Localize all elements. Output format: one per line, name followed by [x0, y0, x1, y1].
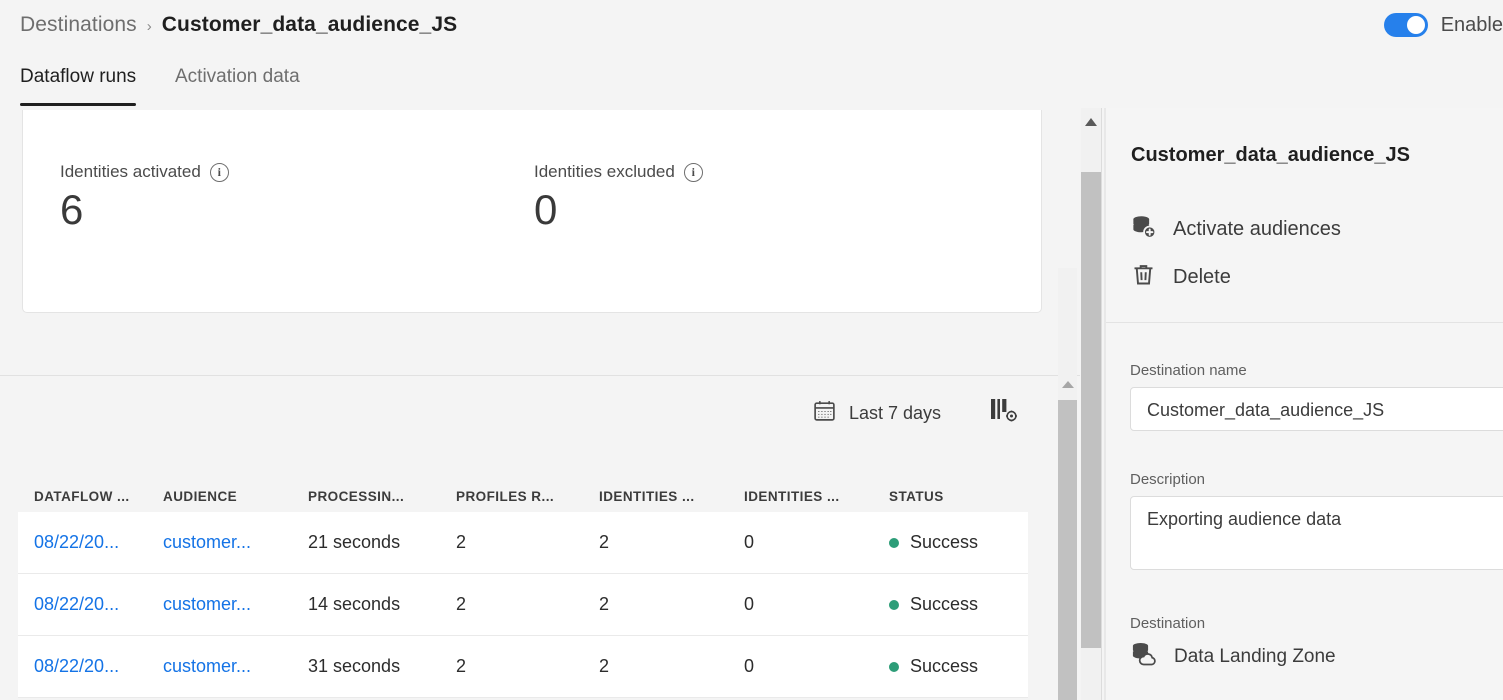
cell-processing-time: 14 seconds — [308, 594, 401, 614]
cell-dataflow-run-link[interactable]: 08/22/20... — [34, 594, 120, 614]
cell-identities-activated: 2 — [599, 656, 610, 676]
column-settings-icon[interactable] — [988, 396, 1018, 431]
scroll-up-arrow-icon[interactable] — [1061, 381, 1074, 388]
table-row[interactable]: 08/22/20... customer... 31 seconds 2 2 0… — [18, 636, 1028, 698]
column-header-dataflow-run[interactable]: DATAFLOW ... — [34, 489, 130, 504]
description-field: Description Exporting audience data — [1130, 471, 1503, 570]
calendar-icon — [812, 398, 837, 428]
cell-identities-activated: 2 — [599, 532, 610, 552]
cell-dataflow-run-link[interactable]: 08/22/20... — [34, 532, 120, 552]
metric-identities-activated: Identities activated i 6 — [60, 162, 229, 231]
status-dot-icon — [889, 599, 899, 610]
trash-icon — [1130, 261, 1157, 293]
status-badge: Success — [889, 532, 1014, 553]
cell-audience-link[interactable]: customer... — [163, 656, 252, 676]
status-label: Success — [910, 594, 979, 614]
status-dot-icon — [889, 661, 899, 672]
cell-profiles-received: 2 — [456, 656, 467, 676]
table-header-row: DATAFLOW ... AUDIENCE PROCESSIN... PROFI… — [18, 460, 1028, 512]
tab-dataflow-runs-label: Dataflow runs — [20, 66, 137, 87]
cell-identities-excluded: 0 — [744, 594, 755, 614]
status-badge: Success — [889, 594, 1014, 615]
info-icon[interactable]: i — [209, 162, 229, 182]
enable-toggle-label: Enable — [1440, 13, 1503, 36]
enable-toggle-group: Enable — [1383, 10, 1503, 40]
tab-activation-data-label: Activation data — [175, 66, 300, 87]
table-scrollbar[interactable] — [1058, 268, 1077, 700]
metric-identities-excluded-label: Identities excluded — [534, 162, 675, 181]
details-panel: Customer_data_audience_JS Activate audie… — [1106, 108, 1503, 700]
panel-divider — [1101, 108, 1102, 700]
cell-identities-excluded: 0 — [744, 656, 755, 676]
cell-profiles-received: 2 — [456, 532, 467, 552]
destination-field: Destination Data Landing Zone — [1130, 615, 1503, 673]
metric-identities-activated-label: Identities activated — [60, 162, 201, 181]
status-badge: Success — [889, 656, 1014, 677]
cell-dataflow-run-link[interactable]: 08/22/20... — [34, 656, 120, 676]
breadcrumb: Destinations › Customer_data_audience_JS — [20, 9, 457, 41]
cell-audience-link[interactable]: customer... — [163, 532, 252, 552]
top-bar: Destinations › Customer_data_audience_JS… — [0, 0, 1503, 52]
tab-activation-data[interactable]: Activation data — [175, 62, 300, 108]
cell-identities-excluded: 0 — [744, 532, 755, 552]
scroll-up-arrow-icon[interactable] — [1085, 118, 1097, 126]
status-dot-icon — [889, 537, 899, 548]
activate-audiences-label: Activate audiences — [1173, 217, 1341, 240]
column-header-identities-activated[interactable]: IDENTITIES ... — [599, 489, 695, 504]
table-toolbar: Last 7 days — [0, 376, 1048, 452]
enable-toggle[interactable] — [1383, 13, 1428, 37]
info-icon[interactable]: i — [683, 162, 703, 182]
column-header-processing-time[interactable]: PROCESSIN... — [308, 489, 405, 504]
table-row[interactable]: 08/22/20... customer... 14 seconds 2 2 0… — [18, 574, 1028, 636]
metric-identities-excluded: Identities excluded i 0 — [534, 162, 703, 231]
column-header-profiles-received[interactable]: PROFILES R... — [456, 489, 555, 504]
dataflow-runs-table: DATAFLOW ... AUDIENCE PROCESSIN... PROFI… — [18, 460, 1028, 698]
table-row[interactable]: 08/22/20... customer... 21 seconds 2 2 0… — [18, 512, 1028, 574]
table-scrollbar-thumb[interactable] — [1058, 400, 1077, 700]
database-cloud-icon — [1130, 640, 1158, 673]
delete-button[interactable]: Delete — [1130, 261, 1231, 293]
metric-identities-excluded-value: 0 — [534, 186, 558, 233]
database-add-icon — [1130, 213, 1157, 245]
tab-dataflow-runs[interactable]: Dataflow runs — [20, 62, 137, 108]
section-divider — [0, 375, 1080, 376]
destination-value-label: Data Landing Zone — [1174, 645, 1336, 667]
destination-name-input[interactable]: Customer_data_audience_JS — [1130, 387, 1503, 431]
date-range-label: Last 7 days — [849, 402, 942, 423]
metrics-card: Identities activated i 6 Identities excl… — [22, 110, 1042, 313]
metric-identities-activated-value: 6 — [60, 186, 84, 233]
status-label: Success — [910, 656, 979, 676]
page-title: Customer_data_audience_JS — [161, 13, 458, 36]
panel-divider-shadow — [1104, 108, 1106, 700]
column-header-status[interactable]: STATUS — [889, 489, 944, 504]
page-scrollbar-thumb[interactable] — [1081, 172, 1101, 648]
delete-label: Delete — [1173, 265, 1231, 288]
status-label: Success — [910, 532, 979, 552]
cell-identities-activated: 2 — [599, 594, 610, 614]
description-input[interactable]: Exporting audience data — [1130, 496, 1503, 570]
description-label: Description — [1130, 471, 1206, 488]
destination-name-label: Destination name — [1130, 362, 1247, 379]
activate-audiences-button[interactable]: Activate audiences — [1130, 213, 1341, 245]
chevron-right-icon: › — [146, 17, 152, 35]
panel-section-divider — [1106, 322, 1503, 323]
cell-profiles-received: 2 — [456, 594, 467, 614]
column-header-audience[interactable]: AUDIENCE — [163, 489, 238, 504]
page-scrollbar[interactable] — [1081, 108, 1101, 700]
tab-bar: Dataflow runs Activation data — [0, 52, 1503, 108]
destination-label: Destination — [1130, 615, 1206, 632]
destination-value: Data Landing Zone — [1130, 640, 1503, 673]
cell-processing-time: 31 seconds — [308, 656, 401, 676]
tab-selected-indicator — [20, 103, 137, 106]
panel-title: Customer_data_audience_JS — [1131, 144, 1411, 166]
breadcrumb-destinations-link[interactable]: Destinations — [20, 13, 137, 36]
cell-audience-link[interactable]: customer... — [163, 594, 252, 614]
main-content: Identities activated i 6 Identities excl… — [0, 108, 1080, 700]
column-header-identities-excluded[interactable]: IDENTITIES ... — [744, 489, 840, 504]
destination-name-field: Destination name Customer_data_audience_… — [1130, 362, 1503, 431]
date-range-picker[interactable]: Last 7 days — [812, 398, 941, 428]
cell-processing-time: 21 seconds — [308, 532, 401, 552]
